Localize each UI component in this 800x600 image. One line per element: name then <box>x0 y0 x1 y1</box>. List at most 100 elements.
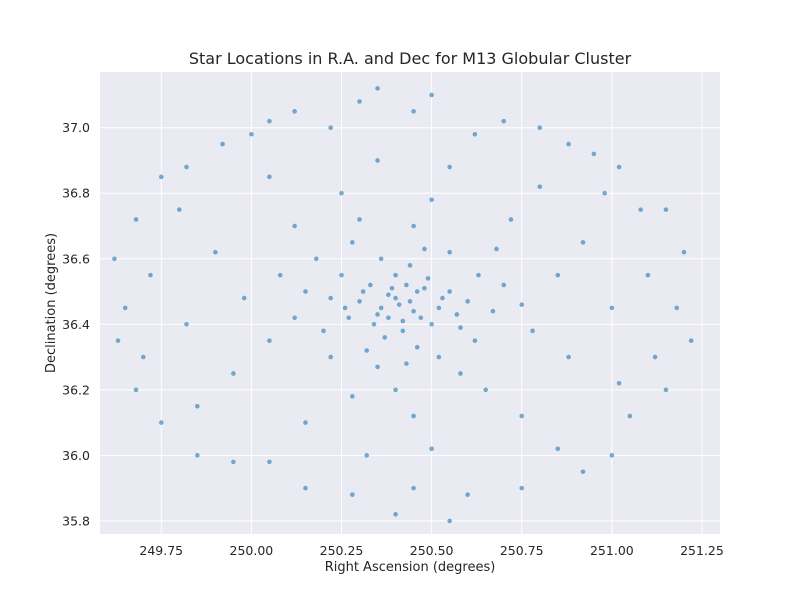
data-point <box>414 344 420 350</box>
data-point <box>140 354 146 360</box>
data-point <box>404 361 409 366</box>
data-point <box>447 164 452 170</box>
data-point <box>364 453 370 458</box>
data-point <box>115 338 121 343</box>
x-tick-label: 249.75 <box>139 543 183 558</box>
x-tick-label: 250.25 <box>320 543 364 558</box>
data-point <box>267 174 272 180</box>
y-tick-label: 36.6 <box>62 251 90 266</box>
data-point <box>346 315 352 321</box>
data-point <box>555 446 561 452</box>
data-point <box>386 292 391 298</box>
data-point <box>177 207 182 212</box>
data-point <box>267 459 272 465</box>
data-point <box>425 276 431 281</box>
data-point <box>303 485 308 491</box>
data-point <box>580 240 586 245</box>
data-points <box>112 86 694 524</box>
data-point <box>148 272 153 278</box>
chart-title: Star Locations in R.A. and Dec for M13 G… <box>189 49 632 68</box>
data-point <box>396 302 402 307</box>
data-point <box>555 272 561 278</box>
data-point <box>184 164 189 170</box>
data-point <box>184 322 189 327</box>
data-point <box>681 249 687 255</box>
data-point <box>158 420 164 425</box>
x-tick-label: 251.25 <box>680 543 724 558</box>
data-point <box>328 125 334 130</box>
data-point <box>609 305 615 311</box>
data-point <box>537 184 543 189</box>
data-point <box>231 371 236 376</box>
data-point <box>429 92 434 98</box>
data-point <box>476 272 481 278</box>
data-point <box>447 249 452 255</box>
x-tick-label: 250.75 <box>500 543 544 558</box>
data-point <box>447 289 452 294</box>
data-point <box>411 109 416 114</box>
data-point <box>472 131 478 137</box>
data-point <box>389 285 395 291</box>
data-point <box>652 354 658 360</box>
data-point <box>591 151 597 157</box>
data-point <box>292 109 297 114</box>
data-point <box>519 413 525 419</box>
data-point <box>375 86 380 91</box>
data-point <box>364 348 370 353</box>
data-point <box>414 289 420 294</box>
data-point <box>241 295 247 301</box>
data-point <box>519 485 525 491</box>
data-point <box>328 295 334 301</box>
data-point <box>404 282 409 288</box>
data-point <box>220 141 225 147</box>
data-point <box>483 387 489 393</box>
y-tick-label: 35.8 <box>62 513 90 528</box>
data-point <box>440 295 445 301</box>
data-point <box>436 354 442 360</box>
data-point <box>357 299 362 304</box>
data-point <box>342 305 348 311</box>
data-point <box>357 99 362 104</box>
data-point <box>454 312 460 317</box>
data-point <box>627 413 633 419</box>
data-point <box>436 305 442 311</box>
data-point <box>411 308 416 314</box>
data-point <box>400 318 406 324</box>
data-point <box>378 305 384 311</box>
data-point <box>638 207 643 212</box>
data-point <box>494 246 499 252</box>
data-point <box>400 328 406 334</box>
data-point <box>133 217 139 222</box>
data-point <box>371 322 377 327</box>
data-point <box>321 328 326 334</box>
x-tick-label: 251.00 <box>590 543 634 558</box>
data-point <box>472 338 478 343</box>
data-point <box>422 246 427 252</box>
data-point <box>530 328 535 334</box>
data-point <box>418 315 424 321</box>
data-point <box>277 272 283 278</box>
data-point <box>375 312 380 317</box>
data-point <box>195 403 200 409</box>
data-point <box>537 125 543 130</box>
data-point <box>357 217 362 222</box>
data-point <box>465 492 470 497</box>
data-point <box>213 249 218 255</box>
data-point <box>429 197 434 203</box>
data-point <box>158 174 164 180</box>
data-point <box>407 299 413 304</box>
data-point <box>411 485 416 491</box>
grid-lines <box>100 72 720 534</box>
data-point <box>386 315 391 321</box>
data-point <box>378 256 384 262</box>
data-point <box>508 217 514 222</box>
data-point <box>490 308 496 314</box>
data-point <box>267 338 272 343</box>
data-point <box>411 413 416 419</box>
y-tick-label: 36.2 <box>62 382 90 397</box>
data-point <box>375 364 380 370</box>
data-point <box>411 223 416 229</box>
data-point <box>393 272 398 278</box>
data-point <box>616 164 622 170</box>
